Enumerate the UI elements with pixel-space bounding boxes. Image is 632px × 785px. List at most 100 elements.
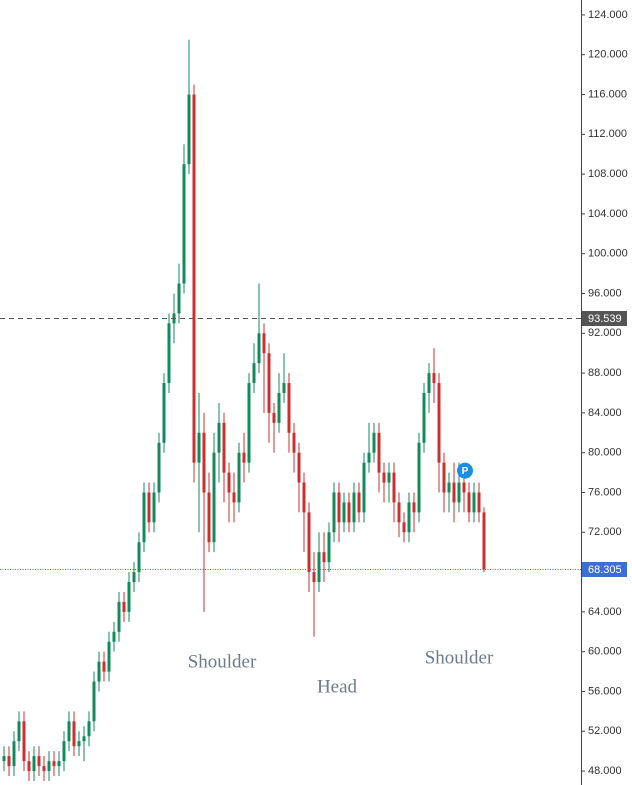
y-tick-label: 64.000 [588,606,622,618]
candle-body [97,661,101,682]
candle-body [12,741,16,767]
candle-body [282,383,286,393]
candle-body [407,502,411,533]
y-tick-label: 88.000 [588,367,622,379]
candle-body [337,492,341,523]
candle-body [292,432,296,453]
candle-body [232,492,236,503]
annotation: Head [317,676,358,697]
candle-body [397,502,401,523]
candle-body [32,756,36,772]
candle-body [2,756,6,762]
candle-body [317,552,321,583]
candle-body [107,641,111,672]
candle-body [302,482,306,513]
y-tick-label: 120.000 [588,49,628,61]
marker-label: P [462,466,469,477]
candle-body [227,472,231,493]
candle-body [17,721,21,742]
annotation: Shoulder [425,647,494,668]
candle-body [482,512,486,570]
candle-body [312,572,316,583]
candle-body [422,392,426,443]
y-tick-label: 124.000 [588,9,628,21]
candle-body [37,756,41,767]
candle-body [212,452,216,543]
candle-body [392,472,396,503]
candle-body [457,482,461,503]
candle-body [267,353,271,413]
candle-body [162,383,166,443]
price-label-box [582,562,627,577]
y-tick-label: 104.000 [588,208,628,220]
candle-body [152,492,156,523]
candle-body [477,492,481,513]
candle-body [187,94,191,165]
candle-body [52,761,56,767]
candle-body [277,392,281,423]
candle-body [322,552,326,563]
candle-body [342,502,346,523]
candle-body [327,532,331,563]
y-tick-label: 92.000 [588,327,622,339]
candle-body [137,542,141,573]
y-tick-label: 112.000 [588,128,627,140]
price-label: 93.539 [588,313,622,325]
candle-body [447,482,451,493]
y-tick-label: 116.000 [588,88,627,100]
candle-body [122,601,126,612]
candle-body [87,721,91,737]
candle-body [27,761,31,772]
candle-body [287,383,291,433]
marker-dot [457,462,473,479]
candle-body [157,442,161,493]
candle-body [202,432,206,493]
candle-body [7,756,11,767]
candle-body [177,283,181,314]
candle-body [432,373,436,384]
candle-body [252,363,256,384]
candle-body [132,572,136,583]
y-tick-label: 84.000 [588,407,622,419]
price-label: 68.305 [588,564,622,576]
candle-body [297,452,301,483]
candle-body [412,502,416,513]
y-tick-label: 80.000 [588,447,622,459]
y-tick-label: 72.000 [588,526,622,538]
candle-body [117,601,121,632]
candle-body [47,761,51,772]
y-tick-label: 76.000 [588,486,622,498]
candle-body [272,412,276,423]
candle-body [372,432,376,453]
candle-body [147,492,151,523]
candle-body [462,482,466,493]
y-tick-label: 108.000 [588,168,628,180]
candle-body [142,492,146,543]
candle-body [467,492,471,513]
candle-body [182,164,186,284]
candle-body [387,472,391,483]
candle-body [247,383,251,463]
candle-body [82,736,86,742]
candle-body [102,661,106,672]
candle-body [57,761,61,767]
candle-body [442,462,446,493]
y-tick-label: 56.000 [588,685,622,697]
candle-body [62,741,66,762]
candle-body [472,492,476,513]
candle-body [257,333,261,364]
candle-body [362,462,366,513]
candle-body [402,522,406,533]
y-tick-label: 96.000 [588,287,622,299]
candle-body [222,422,226,473]
candle-body [217,422,221,453]
candle-body [127,582,131,612]
candle-body [382,472,386,483]
candle-body [237,452,241,503]
candle-body [22,721,26,762]
price-label-box [582,311,627,326]
candle-body [192,94,196,463]
y-tick-label: 52.000 [588,725,622,737]
y-tick-label: 48.000 [588,765,622,777]
